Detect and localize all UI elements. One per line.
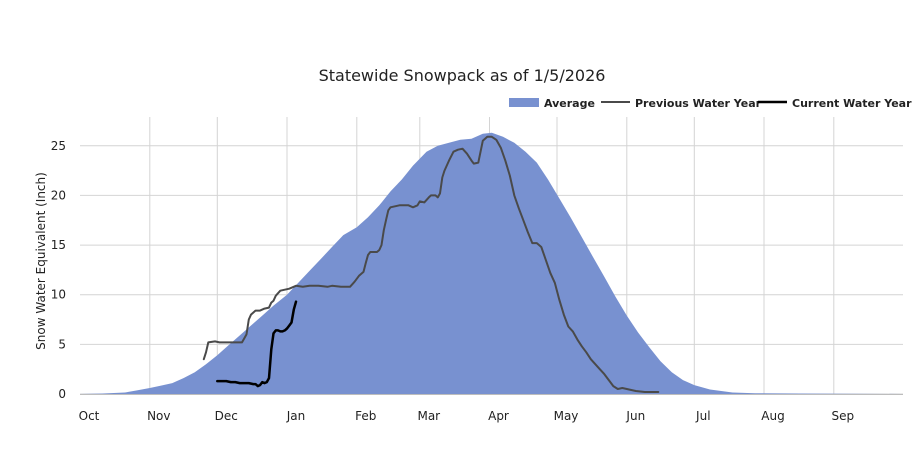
x-tick-label: Apr — [488, 409, 509, 423]
x-tick-label: Dec — [215, 409, 238, 423]
x-tick-label: Sep — [831, 409, 854, 423]
x-tick-label: Nov — [147, 409, 170, 423]
legend-label-average: Average — [544, 97, 595, 110]
legend-label-previous-water-year: Previous Water Year — [635, 97, 762, 110]
y-axis-title: Snow Water Equivalent (Inch) — [34, 172, 48, 350]
x-tick-label: May — [554, 409, 579, 423]
chart-title: Statewide Snowpack as of 1/5/2026 — [319, 66, 606, 85]
x-tick-label: Aug — [761, 409, 784, 423]
legend-label-current-water-year: Current Water Year — [792, 97, 912, 110]
legend: Average Previous Water Year Current Wate… — [509, 97, 912, 110]
x-tick-label: Jun — [625, 409, 645, 423]
y-tick-label: 15 — [51, 238, 66, 252]
series-line-current-water-year — [216, 300, 298, 388]
x-tick-label: Jul — [695, 409, 710, 423]
x-tick-label: Oct — [79, 409, 100, 423]
y-tick-label: 5 — [58, 337, 66, 351]
y-tick-label: 0 — [58, 387, 66, 401]
series-line-previous-water-year — [202, 135, 660, 393]
series-area-average — [80, 132, 902, 395]
legend-item-current-water-year[interactable]: Current Water Year — [758, 97, 912, 110]
plot-area: 0 5 10 15 20 25 Oct Nov Dec Jan Feb Mar Apr May Jun Jul… — [51, 117, 903, 423]
legend-item-previous-water-year[interactable]: Previous Water Year — [601, 97, 762, 110]
x-tick-label: Mar — [417, 409, 440, 423]
y-tick-label: 20 — [51, 188, 66, 202]
x-tick-label: Feb — [355, 409, 376, 423]
y-tick-label: 25 — [51, 139, 66, 153]
x-tick-label: Jan — [286, 409, 306, 423]
legend-item-average[interactable]: Average — [509, 97, 595, 110]
legend-swatch-average — [509, 98, 539, 107]
y-tick-label: 10 — [51, 288, 66, 302]
